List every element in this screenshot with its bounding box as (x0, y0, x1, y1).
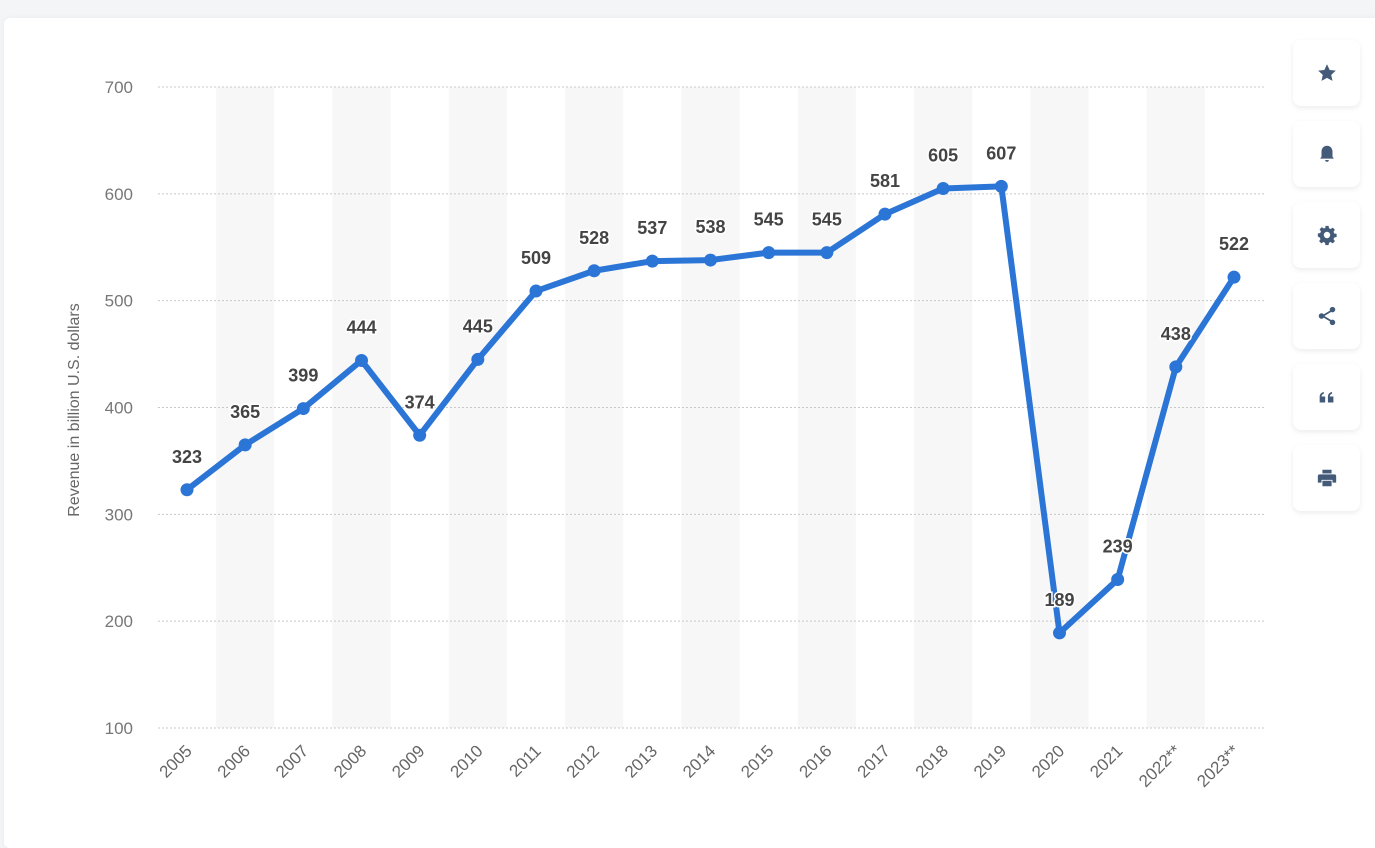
quote-icon (1319, 391, 1333, 403)
data-point[interactable] (645, 254, 659, 268)
data-labels: 323 365 399 444 374 445 509 528 537 538 545 545 581 6… (170, 142, 1250, 612)
data-label: 189 (1044, 590, 1074, 610)
y-tick-label: 200 (105, 612, 133, 631)
data-label: 438 (1161, 324, 1191, 344)
x-tick-label: 2008 (330, 741, 370, 781)
x-tick-label: 2011 (506, 741, 545, 780)
x-tick-label: 2006 (214, 741, 254, 781)
data-point[interactable] (238, 438, 252, 452)
data-point[interactable] (180, 483, 194, 497)
data-label: 545 (754, 210, 784, 230)
data-point[interactable] (529, 284, 543, 298)
x-tick-label: 2020 (1028, 741, 1068, 781)
x-tick-label: 2012 (563, 741, 603, 781)
data-label: 581 (870, 171, 900, 191)
data-label: 522 (1219, 234, 1249, 254)
data-label: 538 (695, 217, 725, 237)
data-point[interactable] (413, 428, 427, 442)
x-tick-label: 2023** (1193, 741, 1243, 791)
data-label: 444 (346, 317, 376, 337)
data-point[interactable] (878, 207, 892, 221)
data-label: 365 (230, 402, 260, 422)
notification-button[interactable] (1293, 121, 1360, 187)
print-button[interactable] (1293, 445, 1360, 511)
x-tick-label: 2017 (854, 741, 894, 781)
y-tick-label: 400 (105, 399, 133, 418)
data-point[interactable] (704, 253, 717, 267)
data-label: 399 (288, 366, 318, 386)
settings-button[interactable] (1293, 202, 1360, 268)
printer-icon (1317, 469, 1336, 487)
data-label: 528 (579, 228, 609, 248)
x-tick-label: 2014 (679, 741, 719, 781)
star-icon (1317, 64, 1336, 81)
cite-button[interactable] (1293, 364, 1360, 430)
x-tick-label: 2005 (156, 741, 196, 781)
x-tick-label: 2018 (912, 741, 952, 781)
data-point[interactable] (296, 402, 310, 416)
data-label: 323 (172, 447, 202, 467)
y-tick-label: 700 (105, 78, 133, 97)
data-point[interactable] (1111, 573, 1125, 587)
x-tick-label: 2015 (737, 741, 777, 781)
x-tick-label: 2010 (446, 741, 486, 781)
data-point[interactable] (1169, 360, 1183, 374)
x-tick-label: 2016 (795, 741, 835, 781)
x-tick-label: 2007 (272, 741, 312, 781)
data-label: 545 (812, 210, 842, 230)
data-point[interactable] (762, 246, 776, 260)
x-tick-label: 2019 (970, 741, 1010, 781)
data-point[interactable] (1227, 270, 1241, 284)
data-label: 239 (1103, 537, 1133, 557)
data-point[interactable] (994, 179, 1008, 193)
data-label: 509 (521, 248, 551, 268)
data-point[interactable] (820, 246, 834, 260)
x-tick-label: 2009 (388, 741, 428, 781)
share-button[interactable] (1293, 283, 1360, 349)
y-tick-label: 300 (105, 505, 133, 524)
band (216, 87, 275, 728)
data-point[interactable] (1053, 626, 1066, 640)
favorite-button[interactable] (1293, 40, 1360, 106)
data-label: 445 (463, 316, 493, 336)
data-point[interactable] (471, 352, 485, 366)
gear-icon (1317, 225, 1337, 246)
share-icon (1318, 306, 1335, 326)
y-axis-ticks: 100 200 300 400 500 600 700 (105, 78, 133, 738)
data-point[interactable] (936, 181, 950, 195)
y-tick-label: 100 (105, 719, 133, 738)
x-axis-ticks: 2005 2006 2007 2008 2009 2010 2011 2012 2013 2014… (156, 741, 1243, 791)
data-point[interactable] (355, 353, 368, 367)
x-tick-label: 2021 (1086, 741, 1126, 781)
gridlines (158, 86, 1264, 729)
x-tick-label: 2013 (621, 741, 661, 781)
data-label: 537 (637, 218, 667, 238)
band (332, 87, 391, 728)
data-label: 605 (928, 145, 958, 165)
y-axis-label: Revenue in billion U.S. dollars (66, 303, 83, 516)
data-point[interactable] (587, 264, 601, 278)
x-tick-label: 2022** (1135, 741, 1185, 791)
y-tick-label: 500 (105, 292, 133, 311)
bell-icon (1319, 145, 1334, 162)
revenue-series (180, 179, 1241, 640)
data-label: 607 (986, 143, 1016, 163)
y-tick-label: 600 (105, 185, 133, 204)
chart-toolbar (1293, 40, 1360, 526)
data-label: 374 (405, 392, 435, 412)
